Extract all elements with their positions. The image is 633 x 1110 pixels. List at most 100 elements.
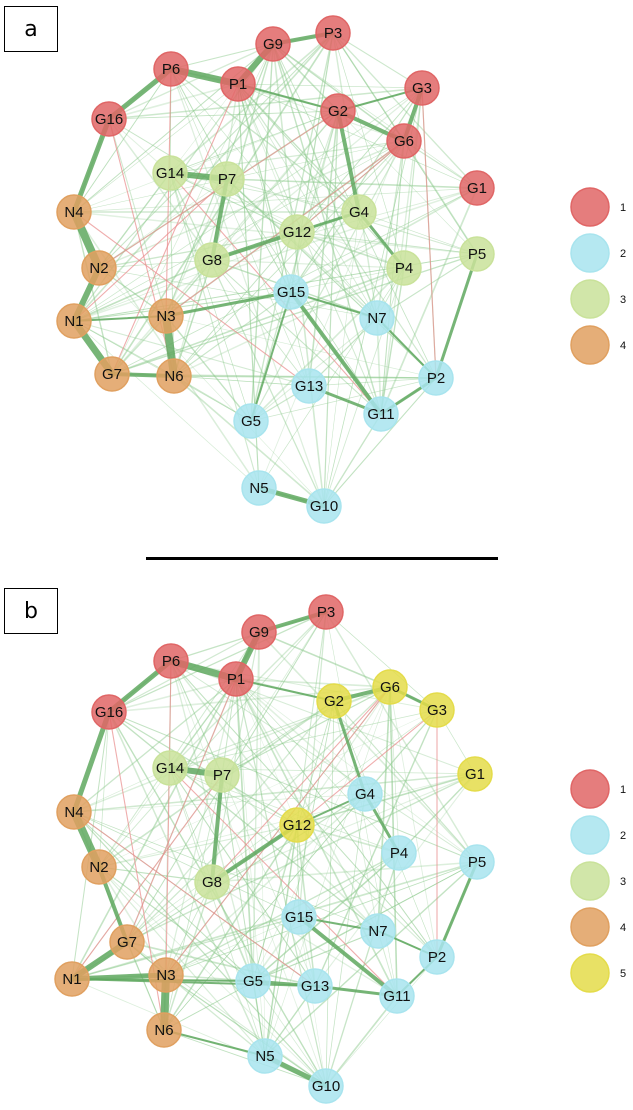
edge-G8-N6 — [173, 259, 213, 377]
edge-G8-N1 — [73, 259, 213, 322]
panel-b-label: b — [4, 588, 58, 634]
edge-G6-N2 — [98, 140, 405, 269]
node-G10 — [306, 488, 342, 524]
edge-P1-N4 — [73, 678, 237, 813]
edge-G14-G8 — [169, 767, 213, 883]
edge-N1-G13 — [73, 320, 310, 387]
edge-G9-G11 — [272, 43, 382, 415]
node-label-G13: G13 — [295, 378, 323, 395]
node-P6 — [153, 51, 189, 87]
edge-P1-G14 — [169, 83, 239, 174]
edge-N4-P5 — [73, 211, 478, 255]
edge-G4-P5 — [358, 211, 478, 255]
negative-edge-P7-N1 — [73, 178, 228, 322]
edge-N2-N3 — [98, 866, 167, 976]
edge-P5-N5 — [264, 861, 478, 1057]
node-G14 — [152, 155, 188, 191]
strong-edge-G5-G15 — [250, 291, 292, 422]
edge-G2-N4 — [73, 110, 339, 213]
edge-G12-P2 — [296, 824, 438, 958]
edge-P1-G16 — [108, 83, 239, 120]
node-G15 — [273, 274, 309, 310]
node-label-N3: N3 — [156, 308, 175, 325]
edge-G6-N6 — [173, 140, 405, 377]
edge-G9-G10 — [272, 43, 325, 507]
edge-P2-G13 — [308, 377, 437, 387]
node-label-P3: P3 — [324, 25, 342, 42]
edge-P7-N3 — [165, 178, 228, 317]
node-label-P2: P2 — [427, 370, 445, 387]
edge-G15-N6 — [173, 291, 292, 377]
legend-swatch-4 — [570, 325, 610, 365]
legend-label-4: 4 — [620, 922, 626, 934]
edge-P1-G1 — [237, 83, 478, 189]
node-G5 — [233, 403, 269, 439]
node-label-G11: G11 — [383, 988, 410, 1005]
negative-edge-G3-G12 — [296, 709, 438, 826]
legend-b: 1 2 3 4 5 — [570, 769, 626, 993]
node-label-N1: N1 — [64, 313, 83, 330]
strong-edge-G15-G11 — [297, 915, 399, 998]
node-P3 — [315, 15, 351, 51]
edge-G2-P7 — [221, 700, 335, 776]
node-N3 — [148, 298, 184, 334]
node-G4 — [341, 194, 377, 230]
edge-P4-G15 — [298, 852, 400, 918]
edge-G6-N7 — [377, 686, 391, 932]
node-N1 — [54, 961, 90, 997]
node-G6 — [372, 669, 408, 705]
node-G3 — [419, 692, 455, 728]
edge-P3-N2 — [98, 32, 334, 269]
node-G16 — [91, 101, 127, 137]
edge-G1-G12 — [296, 773, 476, 826]
node-G2 — [316, 683, 352, 719]
divider — [146, 557, 498, 560]
edge-N4-G15 — [73, 811, 300, 918]
edge-G3-G16 — [108, 87, 423, 120]
node-label-P1: P1 — [229, 76, 247, 93]
edge-G6-N5 — [264, 686, 391, 1057]
node-label-N3: N3 — [156, 967, 175, 984]
edge-P1-G6 — [235, 678, 391, 688]
edge-P6-G10 — [170, 68, 325, 507]
node-G11 — [379, 978, 415, 1014]
node-G1 — [457, 756, 493, 792]
node-N5 — [241, 470, 277, 506]
edge-G15-N3 — [165, 916, 300, 976]
node-P7 — [204, 757, 240, 793]
edge-P1-G16 — [108, 678, 237, 713]
legend-swatch-3 — [570, 861, 610, 901]
edge-N6-G10 — [163, 1029, 327, 1087]
node-label-G16: G16 — [95, 111, 123, 128]
node-label-G1: G1 — [465, 766, 485, 783]
edge-G12-P5 — [296, 231, 478, 255]
edge-G16-G12 — [108, 711, 298, 826]
node-label-G16: G16 — [95, 704, 123, 721]
node-G13 — [291, 368, 327, 404]
edge-P1-N7 — [237, 83, 378, 319]
edge-G2-G7 — [126, 700, 335, 943]
node-G7 — [94, 356, 130, 392]
edge-G8-G5 — [211, 881, 254, 982]
edge-G3-P4 — [403, 87, 423, 269]
node-label-G9: G9 — [263, 36, 283, 53]
node-label-G6: G6 — [380, 679, 400, 696]
edge-G4-G10 — [325, 793, 366, 1087]
node-label-G7: G7 — [117, 934, 137, 951]
edge-G16-G10 — [108, 711, 327, 1087]
edge-P3-G3 — [325, 611, 438, 711]
edge-G1-N4 — [73, 773, 476, 813]
node-N6 — [146, 1012, 182, 1048]
negative-edge-G3-P2 — [421, 87, 437, 379]
edge-P7-N7 — [221, 774, 379, 932]
node-N7 — [359, 300, 395, 336]
legend-a: 1 2 3 4 — [570, 187, 626, 365]
legend-swatch-3 — [570, 279, 610, 319]
edge-G14-G12 — [169, 767, 298, 826]
node-N5 — [247, 1038, 283, 1074]
edge-G2-G16 — [108, 110, 339, 120]
edge-P4-G11 — [380, 267, 405, 415]
negative-edge-G14-G11 — [169, 767, 398, 997]
edge-G16-G8 — [108, 118, 213, 261]
node-label-G10: G10 — [310, 498, 338, 515]
